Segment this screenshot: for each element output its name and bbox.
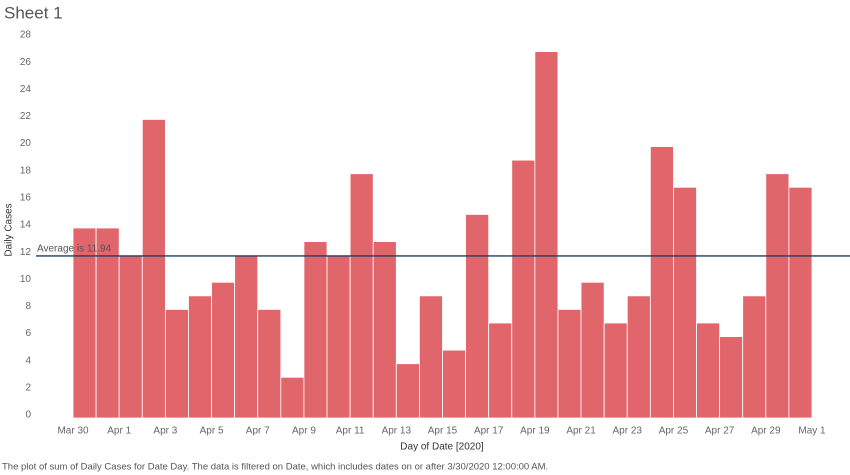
bar (649, 146, 674, 419)
bar (742, 295, 767, 419)
bar (303, 241, 328, 419)
bar (626, 295, 651, 419)
bar (395, 363, 420, 419)
x-tick-label: Apr 29 (751, 426, 781, 437)
x-tick-label: Apr 17 (474, 426, 504, 437)
x-tick-label: Apr 23 (613, 426, 643, 437)
x-tick-label: Apr 11 (336, 426, 365, 437)
bar (557, 309, 582, 419)
bar (442, 349, 466, 419)
y-tick-label: 0 (25, 410, 31, 421)
x-tick-label: Apr 9 (292, 426, 316, 437)
y-tick-label: 2 (25, 382, 31, 393)
bar (118, 254, 143, 419)
bar (511, 159, 536, 419)
y-tick-label: 10 (20, 274, 32, 285)
bar (211, 281, 236, 419)
bar (603, 322, 628, 419)
x-axis-label: Day of Date [2020] (400, 442, 484, 453)
y-tick-label: 8 (25, 301, 31, 312)
y-tick-label: 16 (20, 192, 32, 203)
bar (673, 186, 697, 419)
reference-label: Average is 11.94 (37, 244, 112, 255)
bar (164, 309, 189, 419)
bar (326, 254, 351, 419)
bar (788, 186, 813, 419)
bar (696, 322, 721, 419)
x-tick-label: Apr 19 (520, 426, 550, 437)
bar (234, 254, 259, 419)
caption: The plot of sum of Daily Cases for Date … (2, 462, 548, 473)
y-tick-label: 14 (20, 220, 32, 231)
bar (372, 241, 397, 419)
y-tick-label: 22 (20, 111, 32, 122)
y-axis-label: Daily Cases (4, 203, 15, 256)
x-tick-label: Mar 30 (57, 426, 89, 437)
bar (280, 376, 305, 419)
chart-title: Sheet 1 (4, 3, 63, 22)
bar (349, 173, 374, 419)
x-tick-label: Apr 15 (428, 426, 458, 437)
bar (534, 51, 559, 419)
x-tick-label: Apr 13 (382, 426, 412, 437)
x-tick-label: Apr 25 (659, 426, 689, 437)
y-tick-label: 28 (20, 30, 32, 41)
x-tick-label: Apr 7 (246, 426, 270, 437)
bar (141, 119, 166, 419)
bar (257, 309, 282, 419)
y-tick-label: 24 (20, 84, 32, 95)
x-tick-label: May 1 (798, 426, 826, 437)
x-tick-label: Apr 3 (153, 426, 177, 437)
bar (419, 295, 443, 419)
bar (765, 173, 790, 419)
bar (719, 336, 744, 419)
y-tick-label: 6 (25, 328, 31, 339)
y-tick-label: 26 (20, 57, 32, 68)
x-tick-label: Apr 27 (705, 426, 735, 437)
bar (188, 295, 212, 419)
y-tick-label: 20 (20, 138, 32, 149)
y-tick-label: 4 (25, 355, 31, 366)
bar (465, 214, 490, 419)
bar (580, 281, 605, 419)
y-tick-label: 12 (20, 247, 32, 258)
x-tick-label: Apr 21 (566, 426, 596, 437)
x-tick-label: Apr 5 (200, 426, 224, 437)
y-tick-label: 18 (20, 165, 32, 176)
bar (488, 322, 513, 419)
x-tick-label: Apr 1 (107, 426, 131, 437)
